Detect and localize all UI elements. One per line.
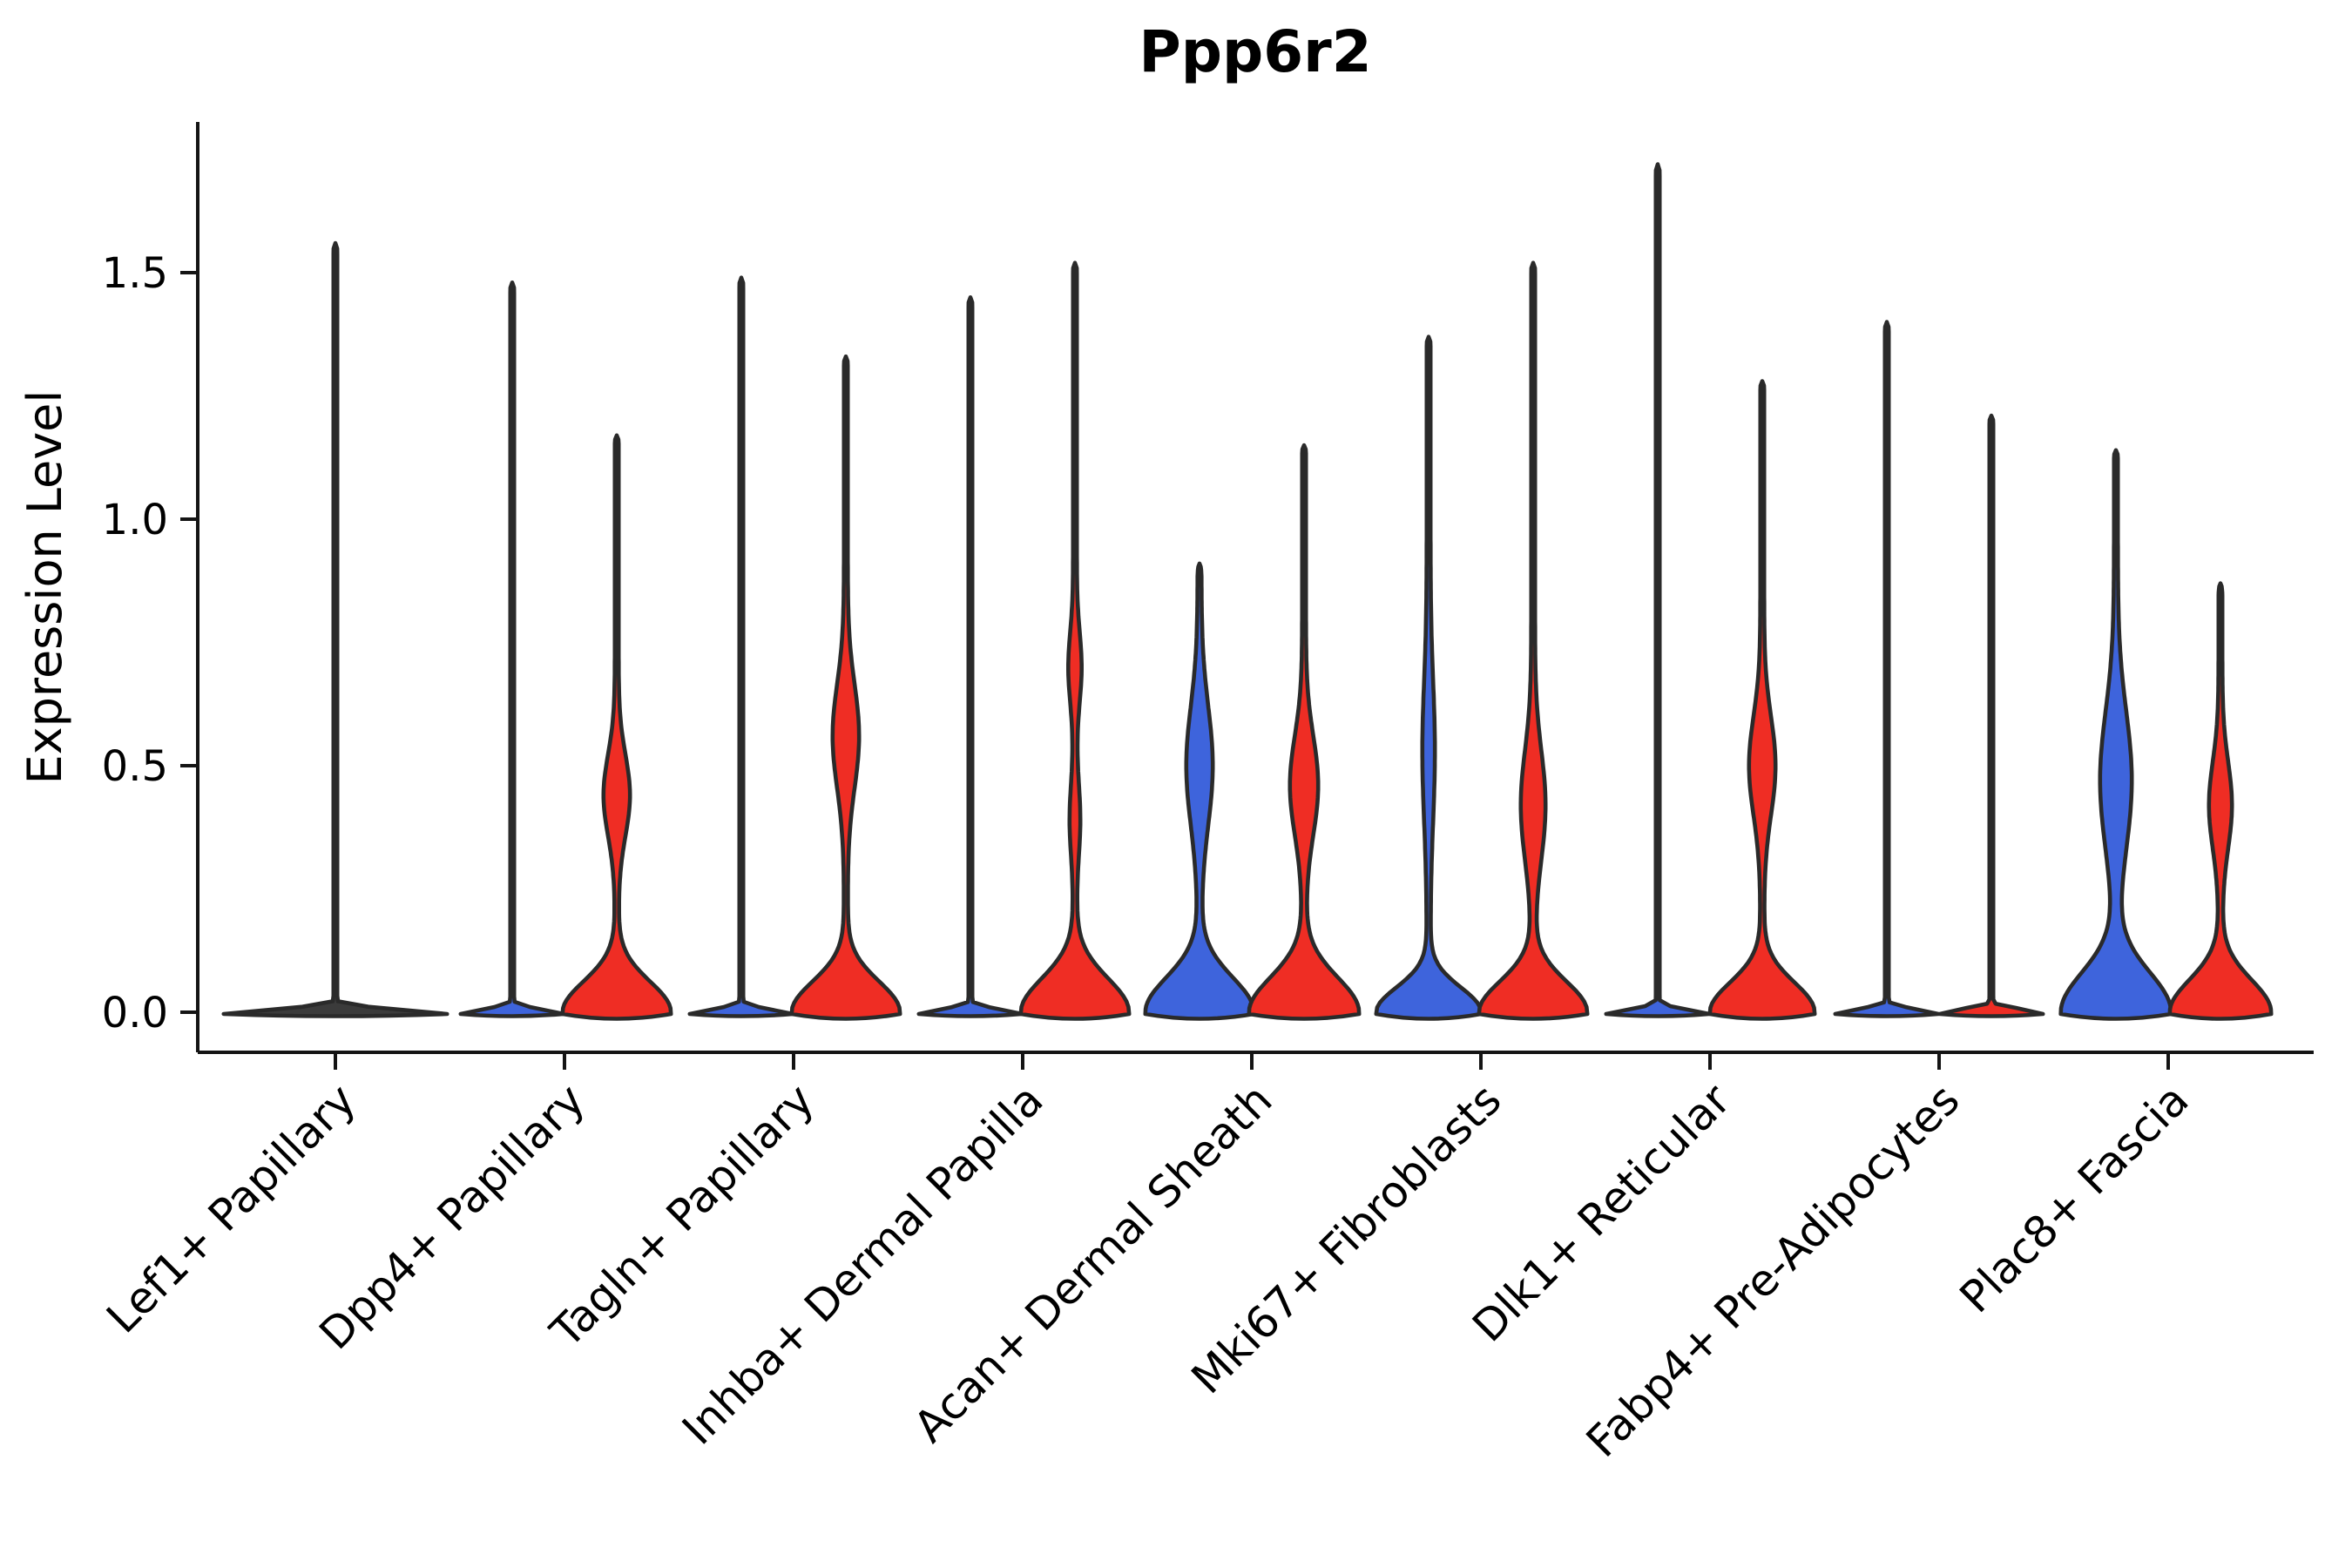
y-axis-label: Expression Level: [17, 390, 72, 785]
violin-dot: [1987, 727, 1996, 735]
x-tick-label: Fabp4+ Pre-Adipocytes: [1577, 1074, 1970, 1467]
violin-blue: [1374, 335, 1484, 1021]
violin-red: [1477, 260, 1590, 1021]
violin-dot: [1987, 909, 1996, 918]
violin-red: [1707, 379, 1817, 1021]
violin-neutral: [221, 240, 449, 1018]
violin-blue: [916, 295, 1024, 1018]
violin-red: [1018, 260, 1132, 1021]
x-tick-label: Plac8+ Fascia: [1950, 1074, 2199, 1322]
y-tick-label: 0.5: [102, 742, 168, 791]
x-tick-label: Lef1+ Papillary: [97, 1074, 365, 1342]
violin-dot: [1987, 934, 1996, 943]
violins: [221, 162, 2274, 1021]
violin-red: [1937, 413, 2045, 1018]
violin-red: [1247, 443, 1362, 1021]
violin-red: [789, 354, 902, 1021]
violin-dot: [1987, 845, 1996, 854]
violin-red: [560, 433, 673, 1021]
y-tick-label: 1.5: [102, 249, 168, 298]
y-tick-label: 0.0: [102, 989, 168, 1037]
y-tick-label: 1.0: [102, 496, 168, 544]
chart-title: Ppp6r2: [1139, 18, 1371, 85]
violin-red: [2167, 581, 2274, 1021]
violin-blue: [1833, 320, 1941, 1018]
violin-blue: [687, 275, 795, 1018]
violin-blue: [1143, 561, 1256, 1021]
violin-dot: [1987, 865, 1996, 874]
violin-blue: [2058, 448, 2173, 1021]
violin-blue: [458, 280, 566, 1018]
violin-blue: [1604, 162, 1712, 1018]
